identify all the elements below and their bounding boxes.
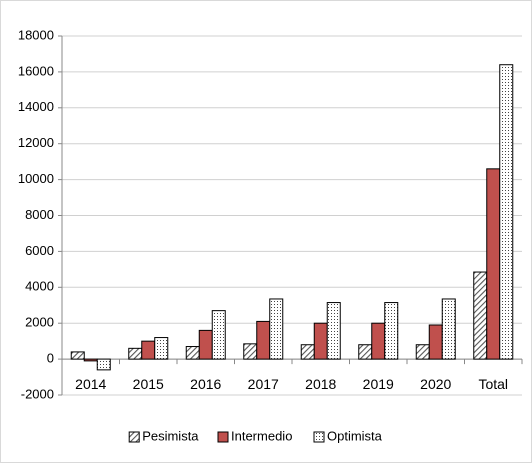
bar (128, 347, 143, 360)
bar (154, 337, 169, 360)
bar (441, 298, 456, 360)
bar (70, 351, 85, 360)
legend-label: Optimista (327, 428, 383, 443)
y-tick-label: 10000 (18, 171, 54, 186)
x-tick-label: 2018 (305, 376, 336, 392)
legend-swatch (128, 431, 140, 443)
y-tick-label: -2000 (21, 386, 54, 401)
bar (211, 310, 226, 360)
bar (141, 340, 156, 360)
bar (326, 302, 341, 360)
bar (473, 271, 488, 360)
y-tick-label: 6000 (25, 243, 54, 258)
x-tick-label: 2016 (190, 376, 221, 392)
x-tick-label: 2020 (420, 376, 451, 392)
bar (313, 322, 328, 360)
bar (256, 320, 271, 360)
bar (499, 64, 514, 360)
legend-label: Pesimista (142, 428, 199, 443)
y-tick-label: 14000 (18, 99, 54, 114)
y-tick-label: 16000 (18, 63, 54, 78)
x-tick-label: 2015 (133, 376, 164, 392)
bar (198, 329, 213, 360)
legend-label: Intermedio (231, 428, 292, 443)
bar (243, 343, 258, 360)
y-tick-label: 4000 (25, 279, 54, 294)
x-tick-label: 2017 (248, 376, 279, 392)
x-tick-label: 2014 (75, 376, 106, 392)
y-tick-label: 12000 (18, 135, 54, 150)
legend-swatch (313, 431, 325, 443)
y-tick-label: 2000 (25, 315, 54, 330)
y-tick-label: 0 (47, 351, 54, 366)
bar (185, 346, 200, 360)
bar (384, 302, 399, 360)
legend-swatch (217, 431, 229, 443)
bar (428, 324, 443, 360)
bar (96, 358, 111, 371)
bar (300, 344, 315, 360)
bar (358, 344, 373, 360)
y-tick-label: 8000 (25, 207, 54, 222)
bar (486, 168, 501, 360)
x-tick-label: Total (478, 376, 508, 392)
bar (371, 322, 386, 360)
y-tick-label: 18000 (18, 27, 54, 42)
bar (269, 298, 284, 360)
x-tick-label: 2019 (363, 376, 394, 392)
bar (83, 358, 98, 362)
bar (415, 344, 430, 360)
